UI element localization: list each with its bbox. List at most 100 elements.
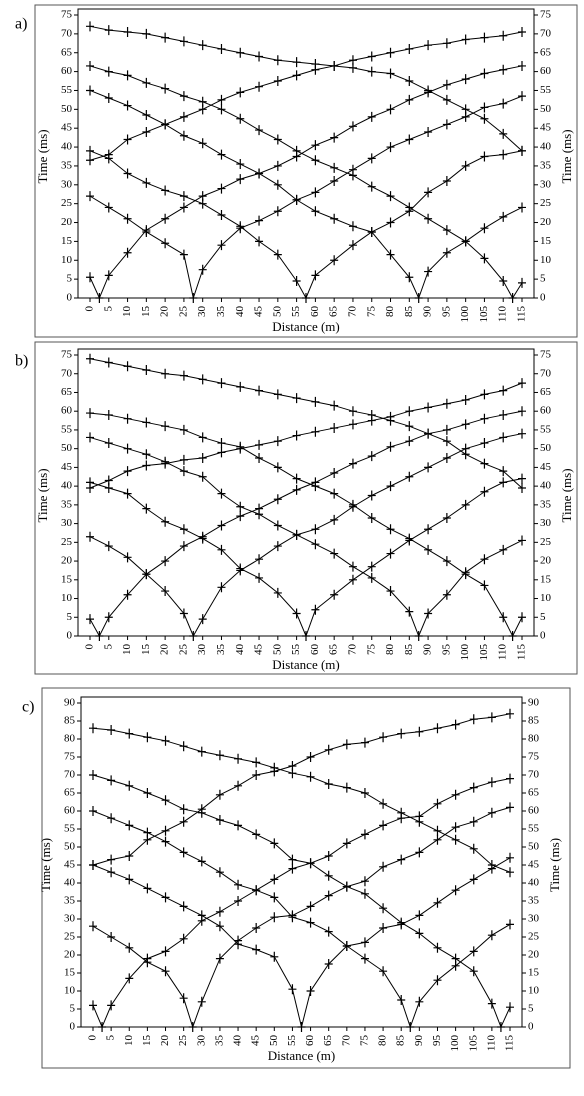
point-marker [179,847,188,858]
point-marker [367,153,376,164]
x-tick-label: 115 [516,306,528,323]
point-marker [252,829,261,840]
x-tick-label: 5 [102,644,114,650]
point-marker [292,57,301,68]
point-marker [273,389,282,400]
point-marker [424,544,433,555]
point-marker [161,238,170,249]
y-tick-label: 15 [61,235,73,247]
y-tick-label: 65 [61,46,73,58]
point-marker [198,191,207,202]
point-marker [499,612,508,623]
x-tick-label: 80 [384,306,396,318]
point-marker [104,438,113,449]
point-marker [161,32,170,43]
point-marker [302,293,310,303]
point-marker [236,174,245,185]
point-marker [273,462,282,473]
y2-tick-label: 25 [528,931,540,943]
point-marker [273,179,282,190]
y-tick-label: 5 [70,1003,76,1015]
y2-tick-label: 0 [528,1021,534,1033]
point-marker [415,847,424,858]
point-marker [236,381,245,392]
point-marker [348,406,357,417]
point-marker [311,270,320,281]
x-tick-label: 45 [253,644,265,656]
point-marker [379,861,388,872]
point-marker [499,276,508,287]
y2-tick-label: 90 [528,697,540,709]
point-marker [104,409,113,420]
point-marker [252,885,261,896]
point-marker [234,896,243,906]
point-marker [179,741,188,752]
x-tick-label: 95 [440,306,452,318]
point-marker [379,903,388,914]
point-marker [367,415,376,426]
point-marker [499,385,508,396]
point-marker [189,293,198,303]
y-tick-label: 40 [64,877,76,889]
point-marker [518,473,526,484]
panel-frame [34,341,578,675]
point-marker [179,524,188,535]
point-marker [348,574,357,585]
point-marker [302,631,310,641]
point-marker [86,408,94,419]
x-tick-label: 95 [440,644,452,656]
point-marker [405,43,414,54]
point-marker [270,874,279,885]
x-tick-label: 20 [159,644,171,656]
point-marker [360,876,369,887]
x-tick-label: 35 [213,1035,225,1047]
y-tick-label: 55 [64,823,76,835]
point-marker [288,854,297,865]
x-tick-label: 110 [497,644,509,661]
point-marker [197,915,206,926]
point-marker [215,789,224,800]
point-marker [348,501,357,512]
y2-tick-label: 50 [528,841,540,853]
point-marker [123,413,132,424]
point-marker [273,134,282,145]
y-tick-label: 60 [61,405,73,417]
series-line [89,358,523,489]
point-marker [270,951,279,962]
point-marker [234,780,243,791]
point-marker [397,919,406,930]
point-marker [487,777,496,788]
y2-tick-label: 5 [540,273,546,285]
y-tick-label: 5 [67,273,73,285]
point-marker [179,454,188,465]
x-tick-label: 100 [449,1035,461,1052]
point-marker [217,520,226,531]
y-tick-label: 50 [61,103,73,115]
point-marker [234,935,243,946]
point-marker [518,612,526,623]
point-marker [161,586,170,597]
point-marker [330,589,339,600]
point-marker [499,128,508,139]
point-marker [415,996,424,1007]
point-marker [123,26,132,37]
point-marker [198,264,207,275]
y2-tick-label: 50 [540,442,552,454]
point-marker [506,852,514,863]
point-marker [107,775,116,786]
point-marker [198,96,207,107]
point-marker [518,428,526,439]
x-tick-label: 20 [159,1035,171,1047]
y-tick-label: 15 [64,967,76,979]
point-marker [107,932,116,942]
y-tick-label: 35 [64,895,76,907]
point-marker [161,185,170,196]
point-marker [506,773,514,784]
point-marker [451,834,460,845]
x-tick-label: 40 [234,306,246,318]
point-marker [348,164,357,175]
point-marker [236,501,245,512]
point-marker [306,901,315,912]
point-marker [217,582,226,593]
y2-tick-label: 60 [528,805,540,817]
